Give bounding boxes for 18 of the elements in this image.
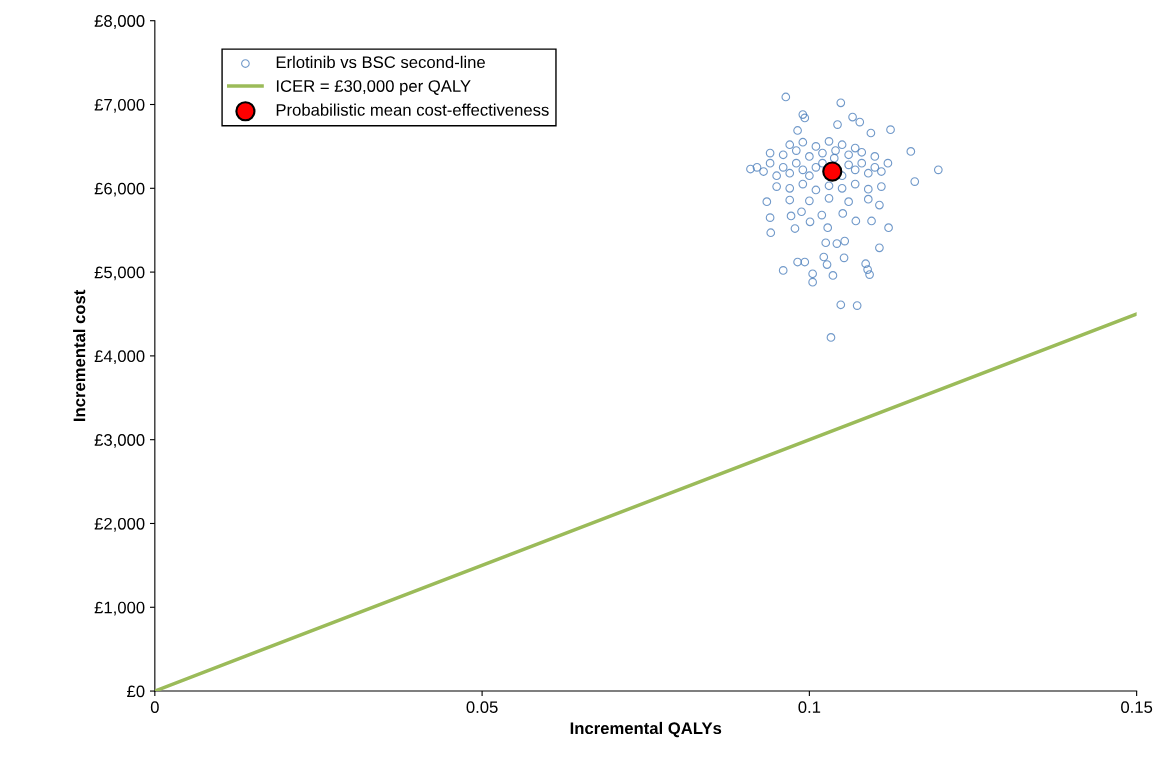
y-axis-title: Incremental cost xyxy=(73,289,86,421)
legend-label: Erlotinib vs BSC second-line xyxy=(276,55,485,69)
y-tick-label: £8,000 xyxy=(94,15,145,29)
y-tick-label: £1,000 xyxy=(94,601,145,616)
legend-label: Probabilistic mean cost-effectiveness xyxy=(276,103,549,116)
y-tick-label: £7,000 xyxy=(94,98,145,113)
y-tick-label: £4,000 xyxy=(94,350,145,365)
x-tick-label: 0.1 xyxy=(798,701,821,714)
x-tick-label: 0.05 xyxy=(466,701,498,714)
y-tick-label: £3,000 xyxy=(94,434,145,448)
y-tick-label: £5,000 xyxy=(94,266,145,281)
legend-label: ICER = £30,000 per QALY xyxy=(276,80,471,96)
y-tick-label: £0 xyxy=(127,685,145,698)
y-tick-label: £6,000 xyxy=(94,182,145,197)
x-axis-title: Incremental QALYs xyxy=(570,721,722,738)
y-tick-label: £2,000 xyxy=(94,517,145,532)
x-tick-label: 0 xyxy=(150,701,159,714)
x-tick-label: 0.15 xyxy=(1121,701,1153,714)
